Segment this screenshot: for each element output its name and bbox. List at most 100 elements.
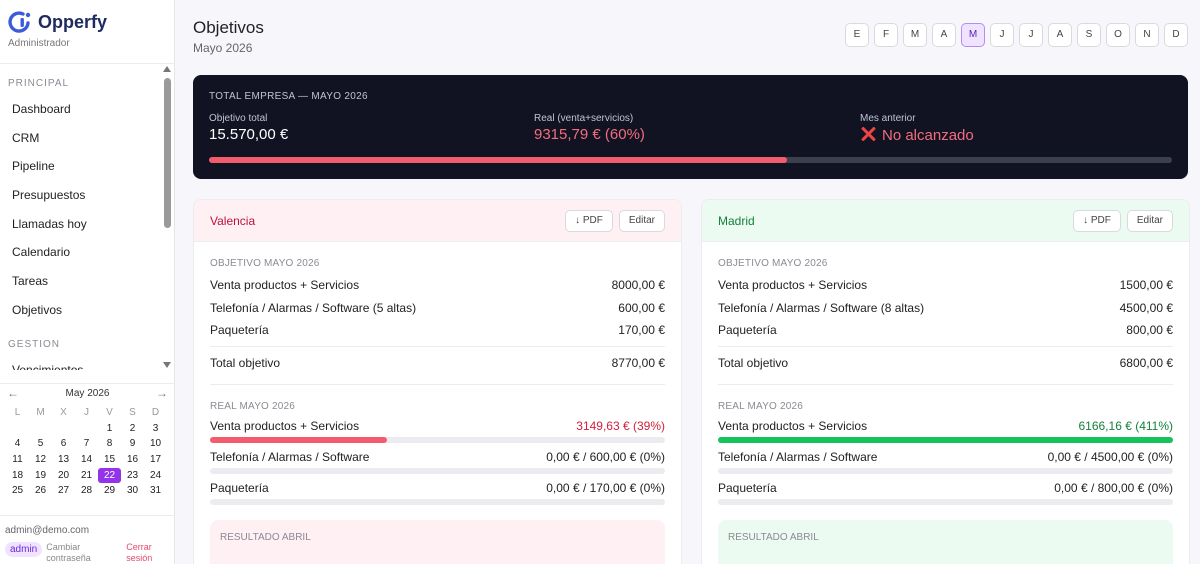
month-button-12[interactable]: D: [1164, 23, 1188, 47]
calendar-day[interactable]: 4: [14, 438, 21, 450]
calendar-day[interactable]: 3: [152, 422, 159, 434]
month-button-9[interactable]: S: [1077, 23, 1101, 47]
calendar-day[interactable]: 30: [126, 485, 139, 497]
real-progress-bar: [718, 436, 1173, 443]
calendar-day[interactable]: 19: [34, 469, 47, 481]
calendar-day[interactable]: 26: [34, 485, 47, 497]
real-row: Venta productos + Servicios 6166,16 € (41…: [718, 417, 1173, 443]
month-button-11[interactable]: N: [1135, 23, 1159, 47]
mini-calendar: ← May 2026 → L M X J V S D 1 2 3 4 5 6 7 8 9 10 11 12 13 14 1…: [0, 383, 174, 515]
office-card-valencia: Valencia ↓ PDF Editar OBJETIVO MAYO 2026 Ven…: [193, 199, 682, 564]
calendar-day[interactable]: 10: [149, 438, 162, 450]
calendar-day[interactable]: 13: [57, 454, 70, 466]
scrollbar-thumb[interactable]: [164, 78, 171, 228]
real-label: Paquetería: [210, 480, 269, 495]
calendar-day[interactable]: 28: [80, 485, 93, 497]
edit-button[interactable]: Editar: [1126, 209, 1173, 232]
pdf-button[interactable]: ↓ PDF: [1073, 209, 1121, 232]
calendar-day[interactable]: 17: [149, 454, 162, 466]
objective-row: Paquetería 800,00 €: [718, 319, 1173, 342]
objective-label: Paquetería: [718, 323, 777, 337]
month-button-7[interactable]: J: [1019, 23, 1043, 47]
month-button-4[interactable]: A: [932, 23, 956, 47]
real-progress-bar: [718, 498, 1173, 505]
next-month-icon[interactable]: →: [155, 386, 168, 400]
company-summary: TOTAL EMPRESA — MAYO 2026 Objetivo total…: [193, 75, 1188, 179]
calendar-day[interactable]: 20: [57, 469, 70, 481]
brand-role: Administrador: [8, 38, 70, 49]
change-password-link[interactable]: Cambiar contraseña: [46, 542, 91, 563]
real-progress-fill: [210, 436, 388, 443]
calendar-day[interactable]: 2: [129, 422, 136, 434]
real-value: 6166,16 € (411%): [1078, 418, 1173, 433]
real-label: Telefonía / Alarmas / Software: [718, 449, 878, 464]
logout-link[interactable]: Cerrar sesión: [126, 542, 153, 563]
office-name: Valencia: [210, 213, 256, 228]
calendar-day[interactable]: 1: [106, 422, 113, 434]
month-button-10[interactable]: O: [1106, 23, 1130, 47]
sidebar-item-objetivos[interactable]: Objetivos: [12, 302, 63, 317]
calendar-today[interactable]: 22: [98, 467, 121, 484]
calendar-day[interactable]: 15: [103, 454, 116, 466]
cross-icon: [860, 126, 876, 142]
prev-month-icon[interactable]: ←: [7, 386, 19, 400]
calendar-day[interactable]: 27: [57, 485, 70, 497]
brand-name: Opperfy: [38, 11, 108, 32]
sidebar-item-calendario[interactable]: Calendario: [12, 245, 71, 260]
calendar-day[interactable]: 25: [11, 485, 24, 497]
real-progress-bar: [210, 436, 665, 443]
page-subtitle: Mayo 2026: [193, 41, 253, 55]
month-button-8[interactable]: A: [1048, 23, 1072, 47]
objective-value: 600,00 €: [618, 300, 665, 315]
scroll-down-icon[interactable]: [163, 362, 171, 368]
sidebar-item-crm[interactable]: CRM: [12, 130, 40, 145]
user-email: admin@demo.com: [5, 525, 90, 536]
calendar-day[interactable]: 9: [129, 438, 136, 450]
calendar-day: [6, 421, 29, 437]
opperfy-logo-icon: [8, 10, 32, 34]
sidebar-item-pipeline[interactable]: Pipeline: [12, 159, 55, 174]
sidebar-item-vencimientos[interactable]: Vencimientos: [12, 362, 84, 371]
calendar-day: [75, 421, 98, 437]
sidebar-item-llamadas-hoy[interactable]: Llamadas hoy: [12, 216, 87, 231]
objective-value: 1500,00 €: [1119, 278, 1173, 292]
calendar-day[interactable]: 21: [80, 469, 93, 481]
pdf-button[interactable]: ↓ PDF: [565, 209, 613, 232]
real-value: 0,00 € / 4500,00 € (0%): [1047, 449, 1173, 464]
calendar-day[interactable]: 8: [106, 438, 113, 450]
calendar-day[interactable]: 18: [11, 469, 24, 481]
scroll-up-icon[interactable]: [163, 66, 171, 72]
month-button-1[interactable]: E: [845, 23, 869, 47]
sidebar-item-dashboard[interactable]: Dashboard: [12, 102, 71, 116]
calendar-day[interactable]: 24: [149, 469, 162, 481]
calendar-day[interactable]: 16: [126, 454, 139, 466]
calendar-day[interactable]: 6: [60, 438, 67, 450]
month-button-3[interactable]: M: [903, 23, 927, 47]
calendar-day[interactable]: 14: [80, 454, 93, 466]
company-progress-fill: [209, 157, 787, 163]
objective-row: Venta productos + Servicios 8000,00 €: [210, 274, 665, 297]
month-button-5[interactable]: M: [961, 23, 985, 47]
calendar-day[interactable]: 12: [34, 454, 47, 466]
sidebar-item-presupuestos[interactable]: Presupuestos: [12, 188, 86, 203]
calendar-day[interactable]: 5: [37, 438, 44, 450]
calendar-month: May 2026: [65, 387, 110, 399]
calendar-day[interactable]: 23: [126, 469, 139, 481]
objective-row: Telefonía / Alarmas / Software (8 altas)…: [718, 297, 1173, 320]
calendar-day[interactable]: 29: [103, 485, 116, 497]
month-button-2[interactable]: F: [874, 23, 898, 47]
real-row: Paquetería 0,00 € / 170,00 € (0%): [210, 479, 665, 505]
edit-button[interactable]: Editar: [618, 209, 665, 232]
calendar-day: [52, 421, 75, 437]
calendar-day[interactable]: 31: [149, 485, 162, 497]
objective-total: Objetivo total 15.570,00 €: [209, 113, 288, 143]
sidebar-scrollbar[interactable]: [163, 64, 172, 370]
calendar-day[interactable]: 7: [83, 438, 90, 450]
calendar-day[interactable]: 11: [12, 454, 23, 466]
user-box: admin@demo.com admin Cambiar contraseña …: [0, 515, 174, 564]
calendar-grid: L M X J V S D 1 2 3 4 5 6 7 8 9 10 11 12 13 14 15 16 17 18 19 20 21…: [6, 405, 169, 499]
sidebar-item-tareas[interactable]: Tareas: [12, 274, 49, 289]
month-button-6[interactable]: J: [990, 23, 1014, 47]
company-progress-bar: [209, 157, 1172, 163]
previous-month-label: Mes anterior: [860, 113, 916, 124]
